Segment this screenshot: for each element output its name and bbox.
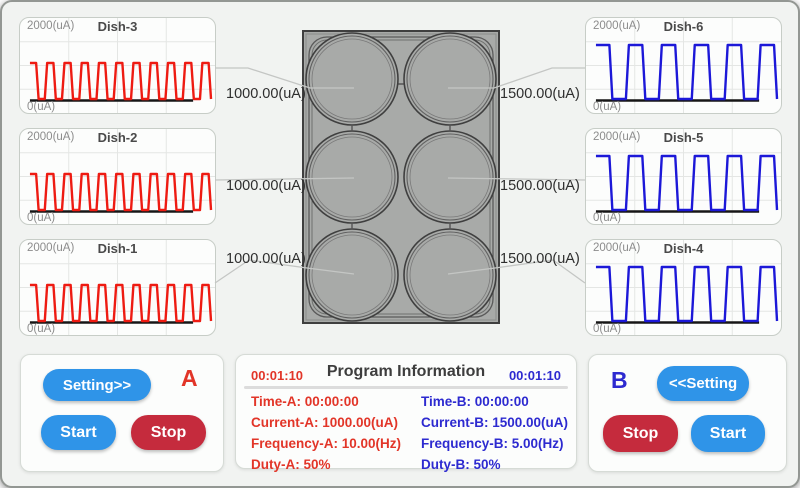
divider: [244, 386, 568, 389]
well-current-label-left-middle: 1000.00(uA): [226, 178, 306, 194]
dish-title: Dish-5: [663, 130, 704, 145]
waveform-plot: [20, 18, 215, 113]
setting-b-button[interactable]: <<Setting: [657, 366, 749, 401]
well-current-label-right-bottom: 1500.00(uA): [500, 251, 580, 267]
y-max-label: 2000(uA): [593, 131, 641, 143]
frequency-b-value: Frequency-B: 5.00(Hz): [421, 436, 564, 451]
dish-2-chart: 2000(uA) Dish-2 0(uA): [19, 128, 216, 225]
start-b-button[interactable]: Start: [691, 415, 765, 452]
y-max-label: 2000(uA): [27, 20, 75, 32]
program-information-title: Program Information: [326, 363, 486, 380]
y-max-label: 2000(uA): [27, 131, 75, 143]
dish-4-chart: 2000(uA) Dish-4 0(uA): [585, 239, 782, 336]
well-current-label-left-top: 1000.00(uA): [226, 86, 306, 102]
duty-b-value: Duty-B: 50%: [421, 457, 501, 472]
dish-title: Dish-2: [97, 130, 138, 145]
dish-1-chart: 2000(uA) Dish-1 0(uA): [19, 239, 216, 336]
channel-b-label: B: [611, 367, 628, 393]
waveform-plot: [586, 18, 781, 113]
channel-b-control-panel: B <<Setting Stop Start: [588, 354, 787, 472]
y-min-label: 0(uA): [27, 323, 56, 335]
dish-title: Dish-3: [97, 19, 138, 34]
well-current-label-right-top: 1500.00(uA): [500, 86, 580, 102]
y-max-label: 2000(uA): [27, 242, 75, 254]
channel-a-label: A: [181, 365, 198, 391]
current-b-value: Current-B: 1500.00(uA): [421, 415, 569, 430]
time-a-value: Time-A: 00:00:00: [251, 394, 359, 409]
dish-3-chart: 2000(uA) Dish-3 0(uA): [19, 17, 216, 114]
y-min-label: 0(uA): [27, 212, 56, 224]
timer-b: 00:01:10: [508, 368, 561, 383]
start-a-button[interactable]: Start: [41, 415, 116, 450]
y-min-label: 0(uA): [593, 323, 622, 335]
stop-b-button[interactable]: Stop: [603, 415, 678, 452]
waveform-plot: [20, 129, 215, 224]
well-current-label-left-bottom: 1000.00(uA): [226, 251, 306, 267]
waveform-plot: [586, 129, 781, 224]
channel-a-info: Time-A: 00:00:00 Current-A: 1000.00(uA) …: [251, 391, 401, 475]
waveform-plot: [586, 240, 781, 335]
y-min-label: 0(uA): [27, 101, 56, 113]
y-max-label: 2000(uA): [593, 20, 641, 32]
current-a-value: Current-A: 1000.00(uA): [251, 415, 399, 430]
dish-title: Dish-6: [663, 19, 704, 34]
dish-5-chart: 2000(uA) Dish-5 0(uA): [585, 128, 782, 225]
program-information-panel: Program Information 00:01:10 00:01:10 Ti…: [235, 354, 577, 472]
frequency-a-value: Frequency-A: 10.00(Hz): [251, 436, 402, 451]
channel-a-control-panel: Setting>> A Start Stop: [20, 354, 224, 472]
timer-a: 00:01:10: [251, 368, 304, 383]
y-max-label: 2000(uA): [593, 242, 641, 254]
six-well-plate-image: [302, 30, 500, 324]
y-min-label: 0(uA): [593, 101, 622, 113]
duty-a-value: Duty-A: 50%: [251, 457, 331, 472]
stop-a-button[interactable]: Stop: [131, 415, 206, 450]
time-b-value: Time-B: 00:00:00: [421, 394, 529, 409]
dish-title: Dish-1: [97, 241, 138, 256]
y-min-label: 0(uA): [593, 212, 622, 224]
setting-a-button[interactable]: Setting>>: [43, 369, 151, 401]
dish-title: Dish-4: [663, 241, 704, 256]
dish-6-chart: 2000(uA) Dish-6 0(uA): [585, 17, 782, 114]
channel-b-info: Time-B: 00:00:00 Current-B: 1500.00(uA) …: [421, 391, 568, 475]
well-current-label-right-middle: 1500.00(uA): [500, 178, 580, 194]
waveform-plot: [20, 240, 215, 335]
